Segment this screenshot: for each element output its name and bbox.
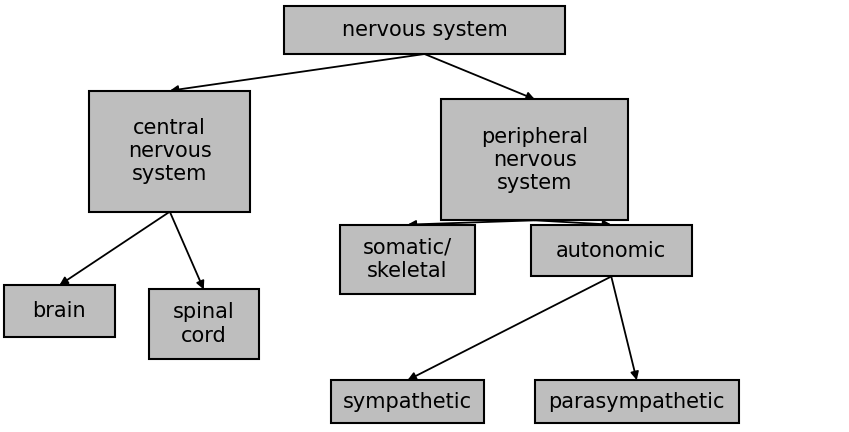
Text: central
nervous
system: central nervous system bbox=[128, 118, 211, 184]
Text: autonomic: autonomic bbox=[556, 241, 666, 260]
FancyBboxPatch shape bbox=[340, 225, 475, 294]
FancyBboxPatch shape bbox=[284, 6, 565, 54]
FancyBboxPatch shape bbox=[531, 225, 692, 276]
Text: peripheral
nervous
system: peripheral nervous system bbox=[481, 127, 588, 193]
FancyBboxPatch shape bbox=[441, 99, 628, 220]
FancyBboxPatch shape bbox=[535, 380, 739, 423]
FancyBboxPatch shape bbox=[331, 380, 484, 423]
Text: parasympathetic: parasympathetic bbox=[548, 392, 725, 412]
Text: brain: brain bbox=[32, 301, 87, 321]
FancyBboxPatch shape bbox=[149, 289, 259, 359]
Text: spinal
cord: spinal cord bbox=[173, 302, 234, 346]
Text: somatic/
skeletal: somatic/ skeletal bbox=[363, 238, 452, 281]
Text: sympathetic: sympathetic bbox=[343, 392, 472, 412]
Text: nervous system: nervous system bbox=[341, 20, 508, 40]
FancyBboxPatch shape bbox=[4, 285, 115, 337]
FancyBboxPatch shape bbox=[89, 91, 250, 212]
